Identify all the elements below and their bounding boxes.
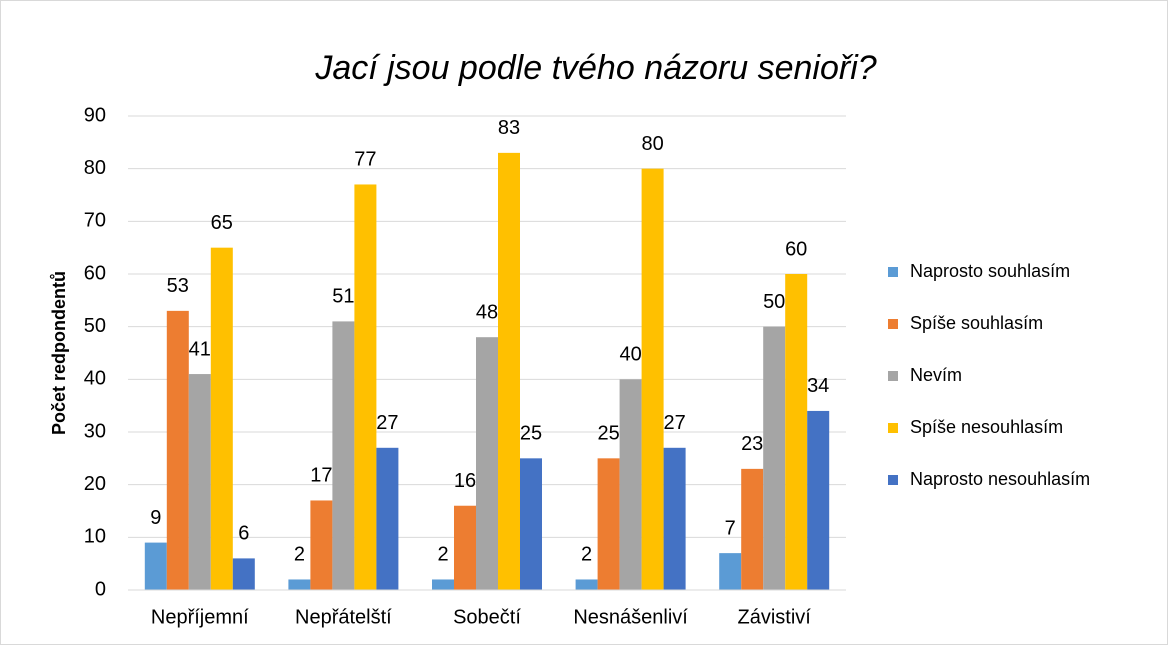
y-tick-label: 20 <box>84 473 106 495</box>
data-label: 23 <box>741 433 763 455</box>
data-label: 65 <box>211 212 233 234</box>
bar <box>210 247 233 590</box>
y-tick-label: 0 <box>95 578 106 600</box>
bar <box>785 274 808 590</box>
legend-swatch <box>888 475 898 485</box>
legend-label: Naprosto souhlasím <box>910 261 1070 281</box>
bar <box>719 553 742 590</box>
data-label: 9 <box>150 507 161 529</box>
data-label: 51 <box>332 286 354 308</box>
y-tick-label: 90 <box>84 104 106 126</box>
y-tick-label: 40 <box>84 368 106 390</box>
bar <box>641 168 664 590</box>
data-label: 50 <box>763 291 785 313</box>
data-label: 34 <box>807 375 829 397</box>
bar <box>144 542 167 590</box>
legend-label: Naprosto nesouhlasím <box>910 469 1090 489</box>
y-tick-label: 80 <box>84 157 106 179</box>
data-label: 25 <box>520 423 542 445</box>
legend-swatch <box>888 423 898 433</box>
bar <box>376 447 399 590</box>
data-label: 2 <box>437 544 448 566</box>
bar <box>597 458 620 590</box>
bar <box>188 374 211 590</box>
y-axis-label: Počet redpondentů <box>49 271 69 435</box>
legend-swatch <box>888 319 898 329</box>
x-tick-label: Sobečtí <box>453 606 521 628</box>
bar <box>432 579 454 590</box>
data-label: 7 <box>725 517 736 539</box>
bar <box>575 579 598 590</box>
data-label: 16 <box>454 470 476 492</box>
data-label: 25 <box>597 423 619 445</box>
legend-swatch <box>888 371 898 381</box>
bar <box>763 326 786 590</box>
bar <box>354 184 377 590</box>
bar <box>741 468 764 590</box>
data-label: 53 <box>167 275 189 297</box>
bar <box>663 447 686 590</box>
data-label: 77 <box>354 149 376 171</box>
data-label: 48 <box>476 301 498 323</box>
data-label: 40 <box>619 344 641 366</box>
legend-label: Spíše nesouhlasím <box>910 417 1063 437</box>
data-label: 6 <box>238 523 249 545</box>
legend-label: Spíše souhlasím <box>910 313 1043 333</box>
bar <box>619 379 642 590</box>
x-tick-label: Nepříjemní <box>151 606 249 628</box>
bar <box>288 579 311 590</box>
bar <box>166 310 189 590</box>
data-label: 2 <box>294 544 305 566</box>
bar <box>498 152 520 590</box>
x-tick-label: Závistiví <box>738 606 812 628</box>
data-label: 83 <box>498 117 520 139</box>
data-label: 2 <box>581 544 592 566</box>
bar <box>520 458 542 590</box>
legend-swatch <box>888 267 898 277</box>
data-label: 17 <box>310 465 332 487</box>
y-tick-label: 70 <box>84 210 106 232</box>
data-label: 41 <box>189 338 211 360</box>
chart-title: Jací jsou podle tvého názoru senioři? <box>314 49 876 87</box>
x-tick-label: Nesnášenliví <box>573 606 688 628</box>
data-label: 80 <box>641 133 663 155</box>
legend-label: Nevím <box>910 365 962 385</box>
bar <box>310 500 333 590</box>
data-label: 60 <box>785 238 807 260</box>
bar <box>807 410 830 590</box>
bar <box>476 337 498 590</box>
bar <box>332 321 355 590</box>
y-tick-label: 50 <box>84 315 106 337</box>
bar <box>454 505 476 590</box>
data-label: 27 <box>376 412 398 434</box>
bar <box>232 558 255 590</box>
x-tick-label: Nepřátelští <box>295 606 392 628</box>
y-tick-label: 30 <box>84 420 106 442</box>
data-label: 27 <box>663 412 685 434</box>
y-tick-label: 10 <box>84 526 106 548</box>
y-tick-label: 60 <box>84 262 106 284</box>
